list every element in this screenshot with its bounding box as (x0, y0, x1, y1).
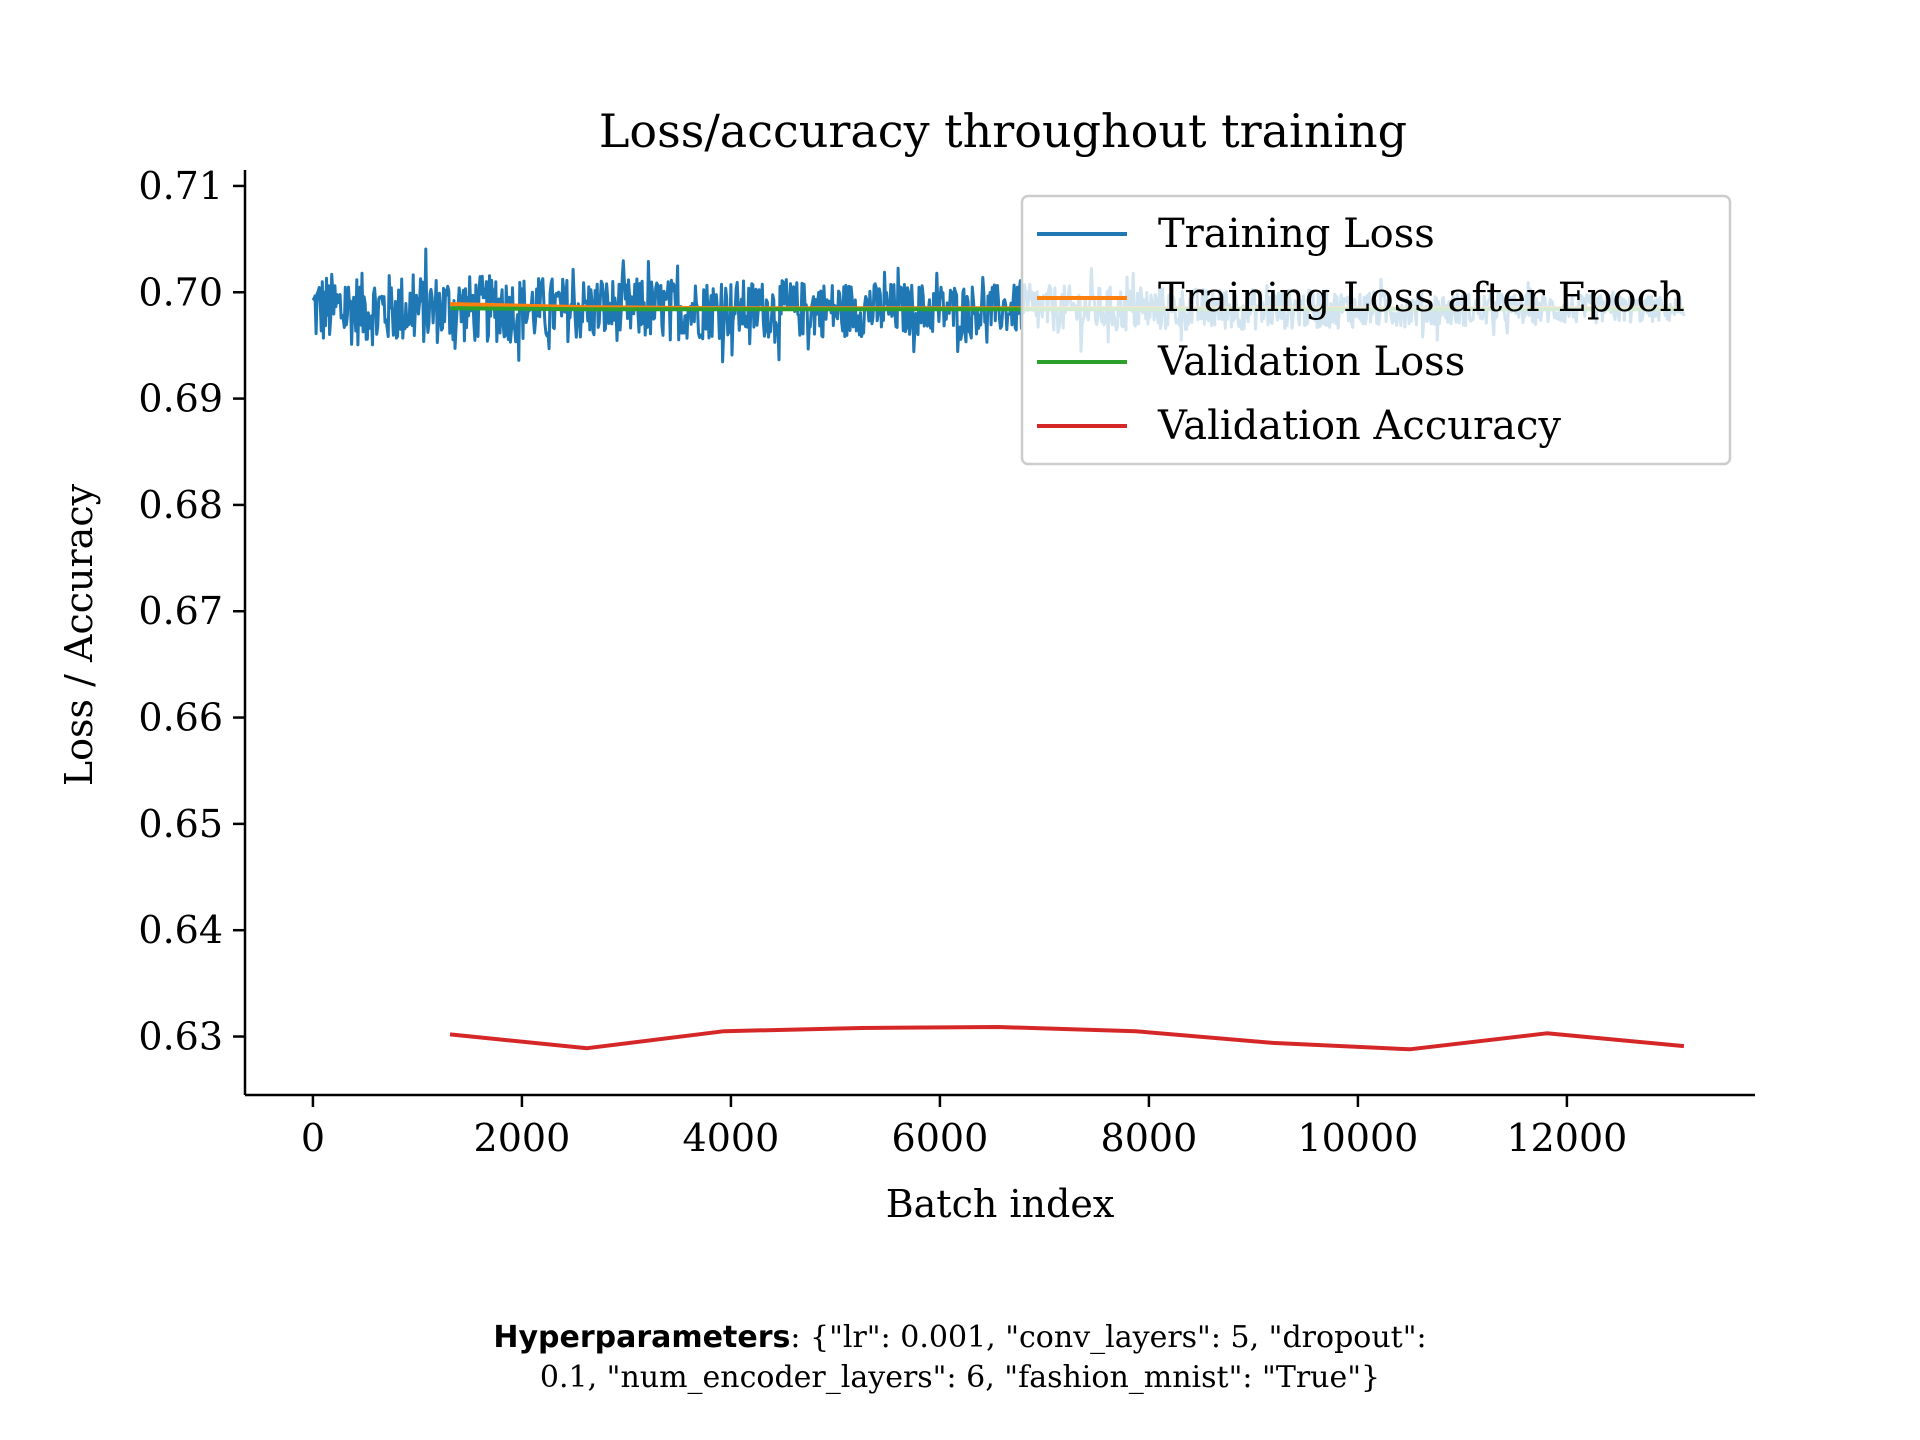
y-tick-label: 0.68 (138, 483, 223, 527)
y-tick-label: 0.63 (138, 1015, 223, 1059)
legend-label: Validation Loss (1157, 339, 1465, 385)
x-axis-label: Batch index (886, 1182, 1115, 1226)
x-tick-label: 6000 (892, 1116, 989, 1160)
legend-box (1020, 194, 1732, 466)
series-line-3 (449, 1025, 1685, 1052)
y-tick-label: 0.65 (138, 802, 223, 846)
legend-label: Validation Accuracy (1157, 403, 1561, 449)
caption-text-1: : {"lr": 0.001, "conv_layers": 5, "dropo… (790, 1320, 1427, 1355)
x-tick-label: 12000 (1506, 1116, 1627, 1160)
chart-title: Loss/accuracy throughout training (599, 104, 1407, 158)
x-tick-label: 8000 (1101, 1116, 1198, 1160)
y-tick-label: 0.64 (138, 908, 223, 952)
x-tick-label: 10000 (1297, 1116, 1418, 1160)
axes (243, 170, 1755, 1097)
y-tick-label: 0.71 (138, 164, 223, 208)
caption-text-2: 0.1, "num_encoder_layers": 6, "fashion_m… (539, 1360, 1381, 1395)
y-tick-label: 0.70 (138, 270, 223, 314)
x-tick-label: 0 (301, 1116, 325, 1160)
y-axis-label: Loss / Accuracy (57, 483, 101, 786)
ticks: 0 2000 4000 6000 8000 10000 12000 0.63 0.64 0.65 0… (138, 164, 1627, 1160)
caption-line-1: Hyperparameters: {"lr": 0.001, "conv_lay… (360, 1318, 1560, 1358)
x-tick-label: 4000 (683, 1116, 780, 1160)
y-tick-label: 0.69 (138, 377, 223, 421)
x-tick-label: 2000 (474, 1116, 571, 1160)
legend-label: Training Loss after Epoch (1158, 275, 1685, 321)
legend-label: Training Loss (1158, 211, 1435, 257)
y-tick-label: 0.66 (138, 696, 223, 740)
legend: Training Loss Training Loss after Epoch Va… (1020, 194, 1732, 466)
hyperparameters-caption: Hyperparameters: {"lr": 0.001, "conv_lay… (360, 1318, 1560, 1398)
caption-label: Hyperparameters (493, 1320, 791, 1355)
y-tick-label: 0.67 (138, 589, 223, 633)
